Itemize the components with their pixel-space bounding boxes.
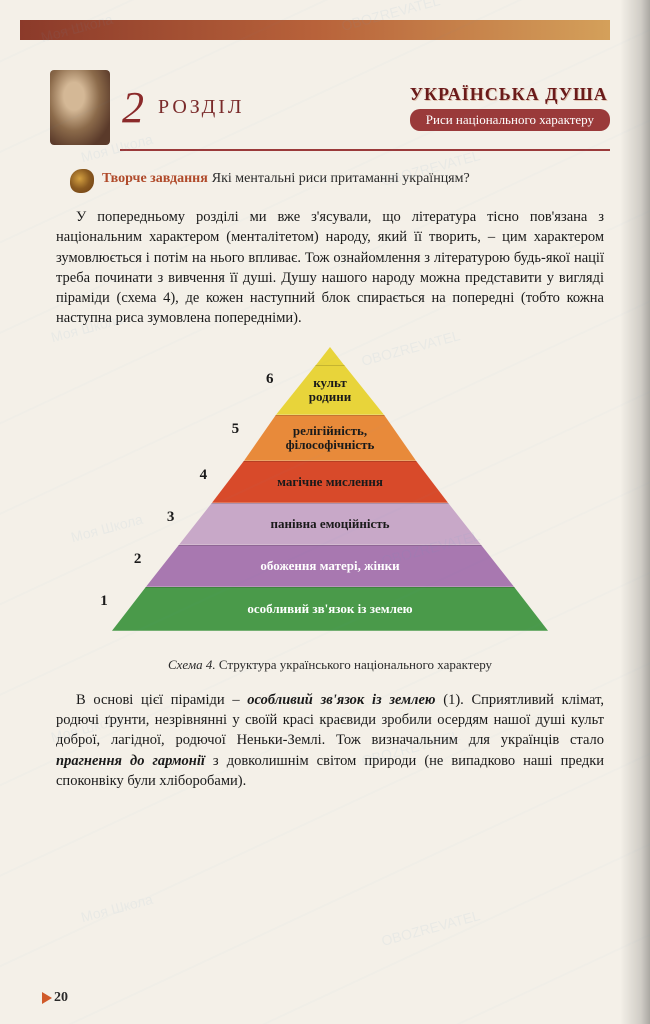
page-number-icon [42, 992, 52, 1004]
pyramid-level-6: культ родини [276, 365, 384, 415]
task-content: Творче завдання Які ментальні риси прита… [102, 169, 470, 187]
section-subtitle: Риси національного характеру [410, 109, 610, 131]
header-underline [120, 149, 610, 151]
paragraph-1: У попередньому розділі ми вже з'ясували,… [56, 207, 604, 329]
p2-bold2: прагнення до гармонії [56, 753, 205, 769]
pyramid-diagram: культ родини6 релігійність, філософічніст… [100, 347, 560, 647]
portrait-illustration [50, 70, 110, 145]
chapter-number: 2 [122, 82, 144, 133]
chapter-word: РОЗДІЛ [158, 96, 244, 119]
pyramid-number-1: 1 [100, 593, 108, 610]
textbook-page: 2 РОЗДІЛ УКРАЇНСЬКА ДУША Риси національн… [0, 0, 650, 1024]
pyramid-number-3: 3 [167, 509, 175, 526]
page-number-value: 20 [54, 990, 68, 1005]
pyramid-level-4: магічне мислення [212, 461, 448, 503]
page-number: 20 [42, 990, 68, 1006]
p2-lead: В основі цієї піраміди – [76, 692, 247, 708]
task-label: Творче завдання [102, 171, 208, 186]
pyramid-level-3: панівна емоційність [179, 503, 481, 545]
pyramid-number-5: 5 [232, 421, 240, 438]
pyramid-apex [316, 347, 344, 365]
pyramid-number-4: 4 [200, 467, 208, 484]
caption-text: Структура українського національного хар… [219, 657, 492, 672]
paragraph-2: В основі цієї піраміди – особливий зв'яз… [56, 690, 604, 791]
section-title: УКРАЇНСЬКА ДУША [410, 84, 610, 105]
p2-bold1: особливий зв'язок із землею [247, 692, 435, 708]
pyramid-level-5: релігійність, філософічність [244, 415, 416, 461]
pyramid-level-2: обоження матері, жінки [146, 545, 514, 587]
title-block: УКРАЇНСЬКА ДУША Риси національного харак… [410, 84, 610, 131]
figure-caption: Схема 4. Структура українського націонал… [50, 657, 610, 674]
task-icon [70, 169, 94, 193]
caption-prefix: Схема 4. [168, 657, 216, 672]
pyramid-number-2: 2 [134, 551, 142, 568]
chapter-header: 2 РОЗДІЛ УКРАЇНСЬКА ДУША Риси національн… [50, 70, 610, 145]
creative-task: Творче завдання Які ментальні риси прита… [70, 169, 610, 193]
pyramid-level-1: особливий зв'язок із землею [112, 587, 548, 631]
task-question: Які ментальні риси притаманні українцям? [212, 171, 470, 186]
pyramid-number-6: 6 [266, 371, 274, 388]
